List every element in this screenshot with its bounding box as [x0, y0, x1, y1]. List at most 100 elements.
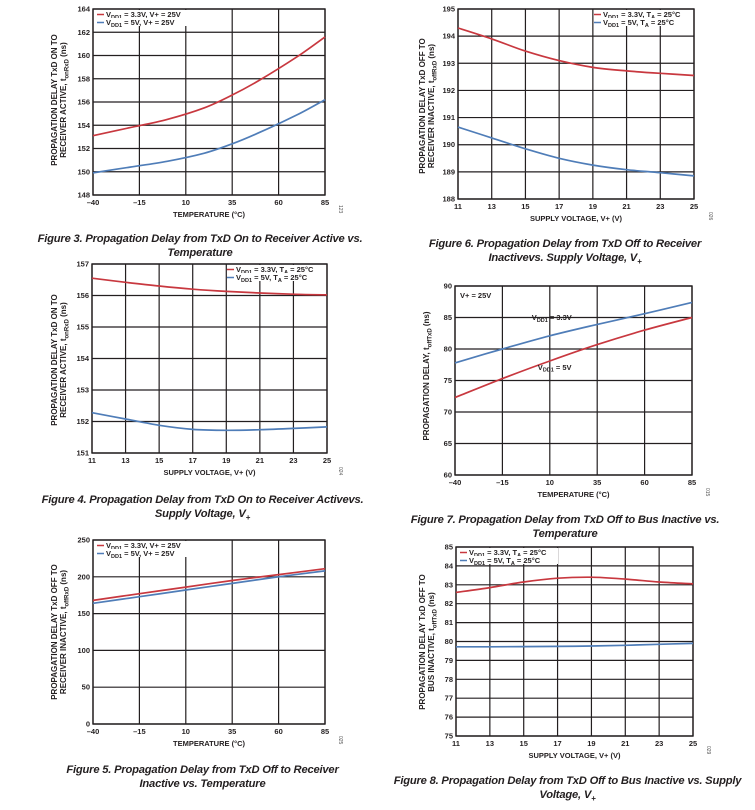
- fig8-legend-bg: [468, 556, 558, 564]
- fig7-ytick-label: 85: [444, 313, 452, 322]
- fig8-ytick-label: 85: [445, 543, 453, 552]
- fig7-ytick-label: 90: [444, 282, 452, 291]
- fig6-legend-entry: VDD1​ = 3.3V, TA​ = 25°C: [603, 10, 681, 21]
- fig4-ytick-label: 157: [76, 260, 89, 269]
- fig4-xtick-label: 21: [256, 456, 264, 465]
- fig4-ytick-label: 151: [76, 449, 89, 458]
- fig3-ytick-label: 162: [77, 28, 90, 37]
- fig4-ytick-label: 155: [76, 323, 89, 332]
- fig8-code: 029: [705, 746, 711, 755]
- fig8-ylabel-line: BUS INACTIVE, toffTxD (ns): [427, 592, 439, 692]
- fig3-code: 123: [337, 205, 343, 214]
- fig4-legend-entry: VDD1​ = 5V, TA​ = 25°C: [236, 273, 308, 284]
- fig6-ytick-label: 192: [442, 86, 455, 95]
- fig7-annotation: VDD1​ = 5V: [538, 363, 572, 374]
- fig6-ylabel: PROPAGATION DELAY TxD OFF TO RECEIVER INA…: [418, 26, 441, 186]
- fig3-ylabel-line: PROPAGATION DELAY TxD ON TO: [50, 34, 59, 166]
- fig5-ytick-label: 200: [77, 572, 90, 581]
- fig6-xtick-label: 25: [690, 202, 698, 211]
- fig3-xtick-label: –40: [87, 198, 100, 207]
- fig7-xtick-label: –40: [449, 478, 462, 487]
- fig8-legend-entry: VDD1​ = 5V, TA​ = 25°C: [469, 556, 541, 567]
- fig3-xtick-label: 10: [182, 198, 190, 207]
- fig5-legend-entry: VDD1​ = 3.3V, V+ = 25V: [106, 541, 181, 552]
- fig8-xtick-label: 17: [553, 739, 561, 748]
- fig4-series-2-line: [91, 411, 328, 432]
- fig3-caption: Figure 3. Propagation Delay from TxD On …: [37, 233, 363, 259]
- fig5-legend-entry: VDD1​ = 5V, V+ = 25V: [106, 549, 175, 560]
- fig3-legend-bg: [105, 10, 195, 18]
- fig4-xtick-label: 13: [121, 456, 129, 465]
- fig6-frame: [457, 8, 695, 200]
- fig8-caption: Figure 8. Propagation Delay from TxD Off…: [393, 775, 742, 804]
- fig4-xtick-label: 17: [189, 456, 197, 465]
- fig3-xtick-label: 60: [274, 198, 282, 207]
- chart-fig3: –40 –15 10 35 60 85 148 150 152 154 156 158 160 162 16…: [0, 0, 375, 250]
- fig4-ylabel: PROPAGATION DELAY TxD ON TO RECEIVER ACTI…: [50, 280, 73, 440]
- fig5-ytick-label: 0: [86, 720, 90, 729]
- fig6-legend-bg: [602, 10, 692, 18]
- fig6-ytick-label: 193: [442, 59, 455, 68]
- fig6-caption: Figure 6. Propagation Delay from TxD Off…: [428, 238, 702, 267]
- fig8-ytick-label: 78: [445, 675, 453, 684]
- fig4-xtick-label: 25: [323, 456, 331, 465]
- fig3-xtick-label: 35: [228, 198, 236, 207]
- fig3-ytick-label: 164: [77, 5, 90, 14]
- fig3-legend-entry: VDD1​ = 5V, V+ = 25V: [106, 18, 175, 29]
- fig3-xtick-label: –15: [133, 198, 146, 207]
- fig4-ylabel-line: RECEIVER ACTIVE, tonRxD (ns): [59, 302, 71, 418]
- fig7-ytick-label: 65: [444, 439, 452, 448]
- fig3-ytick-label: 160: [77, 51, 90, 60]
- chart-fig4: 11 13 15 17 19 21 23 25 151 152 153 154 155 156 157 SUP…: [0, 0, 375, 530]
- fig4-ylabel-line: PROPAGATION DELAY TxD ON TO: [50, 294, 59, 426]
- fig8-legend-bg: [468, 548, 558, 556]
- chart-fig7: –40 –15 10 35 60 85 60 65 70 75 80 85 90 TEMPERATURE …: [444, 282, 697, 500]
- fig8-legend-entry: VDD1​ = 3.3V, TA​ = 25°C: [469, 548, 547, 559]
- fig5-xtick-label: –15: [133, 727, 146, 736]
- fig3-ylabel-line: RECEIVER ACTIVE, tonRxD (ns): [59, 42, 71, 158]
- fig8-xtick-label: 25: [689, 739, 697, 748]
- fig4-caption: Figure 4. Propagation Delay from TxD On …: [41, 494, 364, 523]
- fig5-ylabel-line: PROPAGATION DELAY TxD OFF TO: [50, 564, 59, 700]
- fig4-series-1-line: [91, 277, 328, 296]
- fig8-xtick-label: 11: [452, 739, 460, 748]
- fig8-ytick-label: 77: [445, 694, 453, 703]
- fig6-ytick-label: 195: [442, 5, 455, 14]
- fig5-legend-bg: [105, 541, 195, 549]
- fig7-caption: Figure 7. Propagation Delay from TxD Off…: [410, 514, 720, 540]
- fig3-series-1-line: [92, 36, 326, 137]
- fig6-series-2-line: [457, 126, 695, 177]
- fig8-xtick-label: 13: [486, 739, 494, 748]
- fig8-ytick-label: 83: [445, 580, 453, 589]
- fig4-legend-entry: VDD1​ = 3.3V, TA​ = 25°C: [236, 265, 314, 276]
- fig7-ylabel: PROPAGATION DELAY, toffTxD (ns): [422, 296, 436, 456]
- fig5-xtick-label: 85: [321, 727, 329, 736]
- fig6-xtick-label: 23: [656, 202, 664, 211]
- fig6-legend-entry: VDD1​ = 5V, TA​ = 25°C: [603, 18, 675, 29]
- fig7-annotation: V+ = 25V: [460, 291, 491, 300]
- fig4-xtick-label: 15: [155, 456, 163, 465]
- fig7-frame: [454, 285, 693, 476]
- fig6-ytick-label: 191: [442, 113, 455, 122]
- fig5-code: 025: [337, 736, 343, 745]
- fig8-ytick-label: 79: [445, 656, 453, 665]
- fig8-xtick-label: 23: [655, 739, 663, 748]
- fig5-ytick-label: 50: [82, 683, 90, 692]
- fig6-ylabel-line: PROPAGATION DELAY TxD OFF TO: [418, 38, 427, 174]
- fig7-xlabel: TEMPERATURE (°C): [537, 490, 610, 499]
- fig3-ylabel: PROPAGATION DELAY TxD ON TO RECEIVER ACTI…: [50, 20, 73, 180]
- fig5-xtick-label: 10: [182, 727, 190, 736]
- fig4-legend-bg: [235, 265, 325, 273]
- fig6-xtick-label: 21: [622, 202, 630, 211]
- fig6-ytick-label: 194: [442, 32, 455, 41]
- fig4-ytick-label: 154: [76, 354, 89, 363]
- fig5-ytick-label: 100: [77, 646, 90, 655]
- fig5-caption: Figure 5. Propagation Delay from TxD Off…: [66, 764, 339, 790]
- fig6-ylabel-line: RECEIVER INACTIVE, toffRxD (ns): [427, 43, 439, 169]
- fig7-ytick-label: 80: [444, 345, 452, 354]
- fig5-series-1-line: [92, 567, 326, 602]
- fig7-series-2-line: [454, 316, 693, 399]
- fig7-xtick-label: 85: [688, 478, 696, 487]
- fig3-series-2-line: [92, 98, 326, 174]
- fig4-xtick-label: 23: [289, 456, 297, 465]
